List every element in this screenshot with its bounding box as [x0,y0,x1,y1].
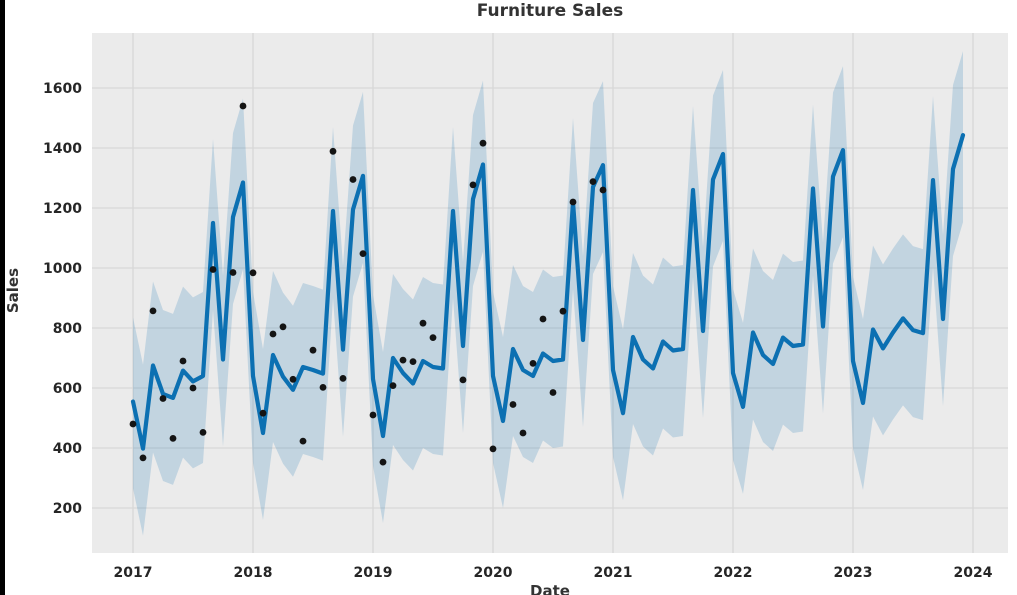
observed-point [469,181,477,189]
x-tick-label: 2022 [714,565,753,581]
observed-point [269,330,277,338]
observed-point [549,389,557,396]
observed-point [489,445,497,453]
uncertainty-band [133,51,963,536]
observed-point [459,376,467,384]
observed-point [519,429,527,437]
forecast-line [130,133,966,451]
observed-point [509,401,517,408]
observed-point [479,139,487,147]
observed-point [369,411,377,419]
x-tick-label: 2021 [594,565,633,581]
x-tick-label: 2019 [354,565,393,581]
observed-point [149,307,157,315]
observed-point [249,269,257,277]
observed-point [239,102,247,110]
left-edge-bar [0,0,5,595]
observed-point [409,358,417,365]
y-tick-label: 1600 [43,81,82,97]
observed-point [139,454,147,462]
x-tick-label: 2020 [474,565,513,581]
observed-point [229,269,237,276]
observed-point [379,458,387,466]
y-tick-label: 600 [53,381,82,397]
observed-point [179,357,187,365]
y-tick-label: 1200 [43,201,82,217]
observed-point [329,147,337,155]
y-tick-label: 1400 [43,141,82,157]
observed-point [199,429,207,436]
observed-point [559,307,567,315]
observed-point [259,409,267,417]
observed-point [289,375,297,383]
observed-point [309,346,317,354]
x-tick-label: 2017 [114,565,153,581]
observed-point [389,382,397,389]
observed-point [569,198,577,206]
observed-point [169,435,177,442]
x-tick-label: 2024 [954,565,993,581]
plot-area [92,33,1008,553]
observed-point [429,334,437,341]
observed-point [539,315,547,323]
observed-point [599,186,607,194]
observed-point [339,375,347,382]
observed-point [189,384,197,392]
y-tick-label: 1000 [43,261,82,277]
observed-point [589,178,597,186]
x-axis-label: Date [530,582,570,595]
observed-point [359,250,367,257]
y-tick-label: 200 [53,501,82,517]
observed-point [129,420,137,428]
x-tick-label: 2018 [234,565,273,581]
observed-point [159,395,167,402]
observed-point [209,266,217,273]
y-axis-label: Sales [4,268,22,314]
observed-point [349,176,357,183]
y-tick-label: 800 [53,321,82,337]
x-tick-label: 2023 [834,565,873,581]
observed-point [319,384,327,391]
observed-point [279,323,287,331]
chart-title: Furniture Sales [476,1,624,21]
observed-point [399,356,407,364]
observed-point [529,360,537,367]
observed-point [419,319,427,327]
y-tick-label: 400 [53,441,82,457]
observed-point [299,437,307,445]
